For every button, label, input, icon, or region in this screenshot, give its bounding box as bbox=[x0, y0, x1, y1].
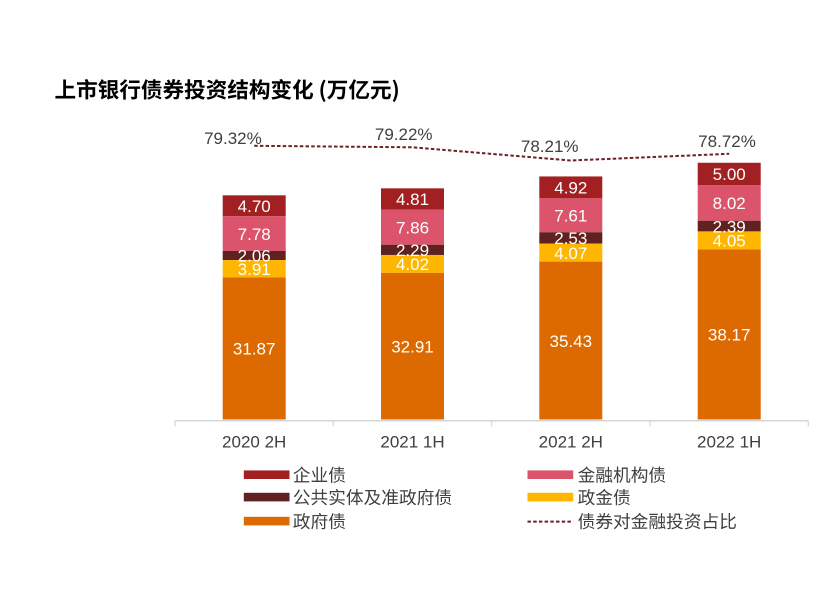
svg-text:78.72%: 78.72% bbox=[698, 132, 756, 151]
svg-text:4.70: 4.70 bbox=[238, 197, 271, 216]
svg-text:35.43: 35.43 bbox=[550, 332, 593, 351]
svg-text:4.92: 4.92 bbox=[554, 179, 587, 198]
svg-text:32.91: 32.91 bbox=[391, 337, 434, 356]
svg-text:2022 1H: 2022 1H bbox=[697, 433, 761, 452]
svg-text:2021 2H: 2021 2H bbox=[539, 433, 603, 452]
svg-text:31.87: 31.87 bbox=[233, 340, 276, 359]
svg-text:79.32%: 79.32% bbox=[204, 129, 262, 148]
svg-text:4.81: 4.81 bbox=[396, 190, 429, 209]
svg-text:7.61: 7.61 bbox=[554, 207, 587, 226]
svg-text:79.22%: 79.22% bbox=[375, 125, 433, 144]
svg-text:2.53: 2.53 bbox=[554, 229, 587, 248]
svg-text:2020 2H: 2020 2H bbox=[222, 433, 286, 452]
svg-text:38.17: 38.17 bbox=[708, 326, 751, 345]
svg-text:2.29: 2.29 bbox=[396, 241, 429, 260]
svg-text:7.86: 7.86 bbox=[396, 218, 429, 237]
svg-text:2.06: 2.06 bbox=[238, 247, 271, 266]
svg-text:7.78: 7.78 bbox=[238, 225, 271, 244]
svg-text:78.21%: 78.21% bbox=[521, 137, 579, 156]
svg-text:8.02: 8.02 bbox=[713, 194, 746, 213]
svg-text:5.00: 5.00 bbox=[713, 165, 746, 184]
svg-text:2.39: 2.39 bbox=[713, 217, 746, 236]
svg-text:2021 1H: 2021 1H bbox=[380, 433, 444, 452]
svg-text:3.91: 3.91 bbox=[238, 260, 271, 279]
svg-text:4.05: 4.05 bbox=[713, 232, 746, 251]
svg-text:4.02: 4.02 bbox=[396, 255, 429, 274]
svg-text:4.07: 4.07 bbox=[554, 244, 587, 263]
